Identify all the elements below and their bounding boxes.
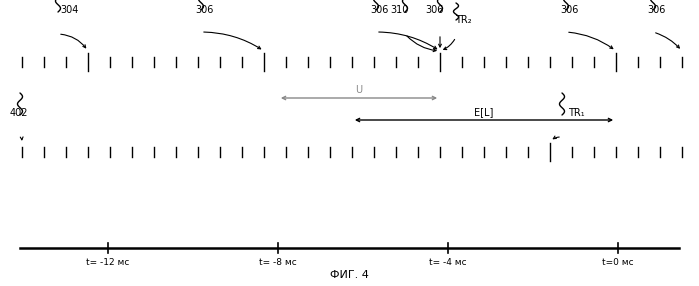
Text: TR₁: TR₁ — [568, 108, 584, 118]
Text: t= -4 мс: t= -4 мс — [429, 258, 467, 267]
Text: E[L]: E[L] — [475, 107, 493, 117]
Text: TR₂: TR₂ — [455, 15, 472, 25]
Text: 306: 306 — [560, 5, 578, 15]
Text: U: U — [355, 85, 363, 95]
Text: 306: 306 — [370, 5, 389, 15]
Text: t= -8 мс: t= -8 мс — [259, 258, 297, 267]
Text: ФИГ. 4: ФИГ. 4 — [330, 270, 369, 280]
Text: 304: 304 — [60, 5, 78, 15]
Text: 306: 306 — [425, 5, 443, 15]
Text: 306: 306 — [647, 5, 665, 15]
Text: 310: 310 — [390, 5, 408, 15]
Text: 306: 306 — [195, 5, 213, 15]
Text: t= -12 мс: t= -12 мс — [86, 258, 130, 267]
Text: 402: 402 — [10, 108, 29, 118]
Text: t=0 мс: t=0 мс — [602, 258, 634, 267]
